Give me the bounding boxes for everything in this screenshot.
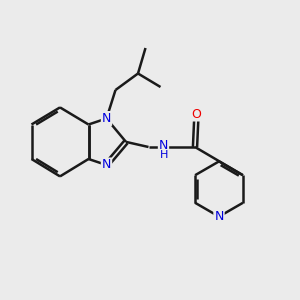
Text: O: O bbox=[192, 107, 201, 121]
Text: H: H bbox=[160, 150, 168, 161]
Text: N: N bbox=[102, 112, 111, 125]
Text: N: N bbox=[102, 158, 111, 172]
Text: N: N bbox=[214, 210, 224, 223]
Text: N: N bbox=[159, 139, 168, 152]
